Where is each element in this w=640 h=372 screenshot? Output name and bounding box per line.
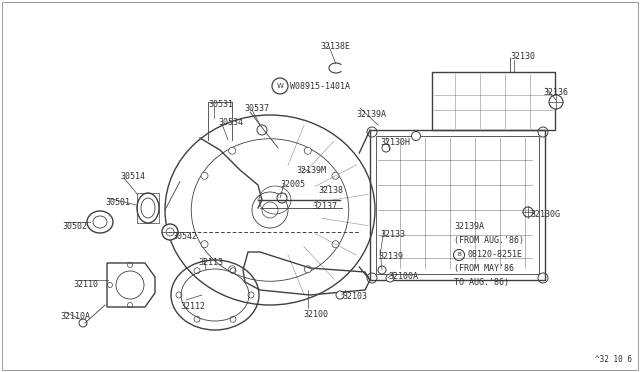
Text: 32138E: 32138E: [320, 42, 350, 51]
Bar: [432, 72, 555, 130]
Circle shape: [523, 207, 533, 217]
Circle shape: [304, 266, 311, 273]
Text: 32139A: 32139A: [454, 222, 484, 231]
Circle shape: [79, 319, 87, 327]
Circle shape: [277, 193, 287, 203]
Text: 30534: 30534: [218, 118, 243, 127]
Text: 32138: 32138: [318, 186, 343, 195]
Text: 30502: 30502: [62, 222, 87, 231]
Text: 32139: 32139: [378, 252, 403, 261]
Text: 32100: 32100: [303, 310, 328, 319]
Text: 32133: 32133: [380, 230, 405, 239]
Text: 32110: 32110: [73, 280, 98, 289]
Circle shape: [162, 224, 178, 240]
Text: TO AUG.'86): TO AUG.'86): [454, 278, 509, 287]
Text: 30514: 30514: [120, 172, 145, 181]
Text: 32103: 32103: [342, 292, 367, 301]
Circle shape: [201, 241, 208, 248]
Circle shape: [412, 131, 420, 141]
Text: 32139M: 32139M: [296, 166, 326, 175]
Text: (FROM MAY'86: (FROM MAY'86: [454, 264, 514, 273]
Text: 32100A: 32100A: [388, 272, 418, 281]
Text: 30537: 30537: [244, 104, 269, 113]
Text: 30531: 30531: [208, 100, 233, 109]
Circle shape: [257, 125, 267, 135]
Circle shape: [382, 144, 390, 152]
Text: 32137: 32137: [312, 202, 337, 211]
Text: W08915-1401A: W08915-1401A: [290, 82, 350, 91]
Text: W: W: [276, 83, 284, 89]
Bar: [376, 136, 539, 274]
Text: 32136: 32136: [543, 88, 568, 97]
Bar: [137, 193, 159, 223]
Circle shape: [332, 241, 339, 248]
Text: 08120-8251E: 08120-8251E: [467, 250, 522, 259]
Circle shape: [228, 266, 236, 273]
Circle shape: [201, 172, 208, 179]
Text: 30542: 30542: [172, 232, 197, 241]
Text: 32139A: 32139A: [356, 110, 386, 119]
Circle shape: [378, 266, 386, 274]
Bar: [370, 130, 545, 280]
Text: 32130: 32130: [510, 52, 535, 61]
Text: 32113: 32113: [198, 258, 223, 267]
Text: (FROM AUG.'86): (FROM AUG.'86): [454, 236, 524, 245]
Circle shape: [336, 291, 344, 299]
Text: 32005: 32005: [280, 180, 305, 189]
Circle shape: [386, 274, 394, 282]
Circle shape: [228, 147, 236, 154]
Text: 32112: 32112: [180, 302, 205, 311]
Circle shape: [332, 172, 339, 179]
Text: 32130H: 32130H: [380, 138, 410, 147]
Text: 32130G: 32130G: [530, 210, 560, 219]
Text: 32110A: 32110A: [60, 312, 90, 321]
Text: 30501: 30501: [105, 198, 130, 207]
Circle shape: [304, 147, 311, 154]
Circle shape: [549, 95, 563, 109]
Text: ^32 10 6: ^32 10 6: [595, 355, 632, 364]
Circle shape: [272, 78, 288, 94]
Text: B: B: [457, 253, 461, 257]
